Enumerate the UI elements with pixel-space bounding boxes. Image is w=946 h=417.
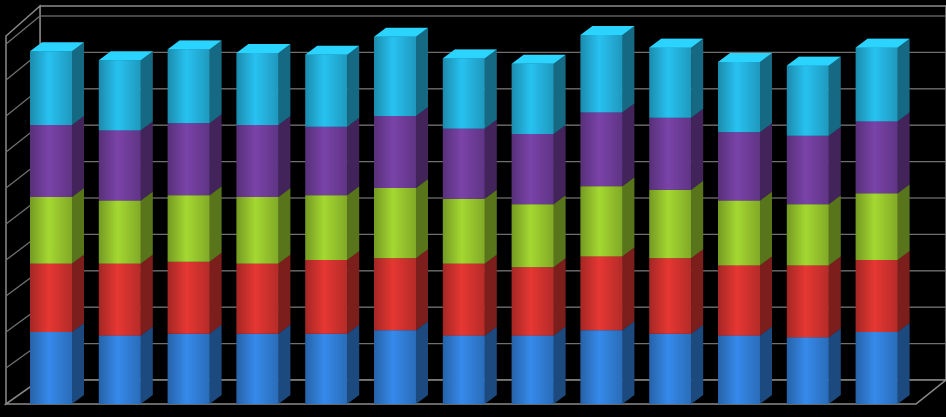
bar-segment [718,191,772,266]
bar-stack [786,56,841,404]
bar-segment [855,184,910,260]
bar-segment [511,258,566,336]
bar-segment [236,116,291,197]
bar-segment [167,252,222,334]
bar-segment [305,45,360,127]
bar-segment [374,27,428,116]
bar-segment [718,53,772,133]
bar-segment [855,323,910,404]
bar-segment [98,326,153,404]
bars [30,26,910,404]
bar-segment [786,256,841,338]
bar-segment [442,189,497,264]
bar-segment [236,254,291,334]
bar-segment [30,323,84,404]
bar-segment [305,186,360,260]
bar-segment [374,179,428,259]
bar-segment [30,116,84,197]
bar-segment [649,38,704,118]
bar-stack [580,26,635,404]
bar-segment [718,256,772,336]
bar-segment [580,177,635,257]
bar-segment [718,326,772,404]
bar-segment [98,254,153,336]
bar-segment [786,126,841,205]
bar-segment [718,123,772,201]
bar-stack [98,51,153,404]
bar-stack [305,45,360,404]
bar-segment [786,328,841,404]
bar-segment [855,112,910,194]
bar-segment [580,321,635,404]
bar-segment [511,195,566,268]
bar-segment [442,119,497,199]
bar-segment [511,326,566,404]
bar-segment [30,254,84,332]
bar-segment [855,38,910,122]
bar-segment [442,326,497,404]
bar-segment [649,249,704,334]
bar-segment [167,40,222,124]
bar-segment [236,324,291,404]
bar-segment [786,195,841,266]
bar-segment [580,26,635,113]
bar-segment [236,44,291,125]
bar-segment [580,247,635,331]
bar-segment [855,251,910,332]
bar-segment [511,125,566,205]
bar-segment [374,249,428,331]
bar-segment [442,254,497,336]
bar-stack [511,54,566,404]
bar-segment [236,188,291,264]
bar-segment [580,103,635,187]
bar-stack [167,40,222,404]
bar-segment [305,324,360,404]
bar-segment [167,114,222,196]
bar-segment [649,108,704,190]
bar-segment [305,251,360,334]
bar-segment [511,54,566,134]
bar-stack [649,38,704,404]
bar-segment [649,180,704,259]
bar-stack [236,44,291,404]
bar-segment [305,117,360,196]
bar-segment [98,121,153,201]
bar-segment [167,186,222,262]
bar-stack [718,53,772,404]
bar-segment [167,324,222,404]
bar-stack [442,49,497,404]
bar-segment [649,324,704,404]
bar-segment [98,191,153,264]
bar-segment [786,56,841,136]
bar-stack [30,42,84,404]
bar-stack [855,38,910,404]
bar-stack [374,27,428,404]
gridline [5,15,946,45]
bar-segment [374,321,428,404]
bar-segment [98,51,153,131]
bar-segment [374,107,428,188]
bar-segment [30,42,84,126]
bar-segment [30,188,84,264]
bar-segment [442,49,497,129]
